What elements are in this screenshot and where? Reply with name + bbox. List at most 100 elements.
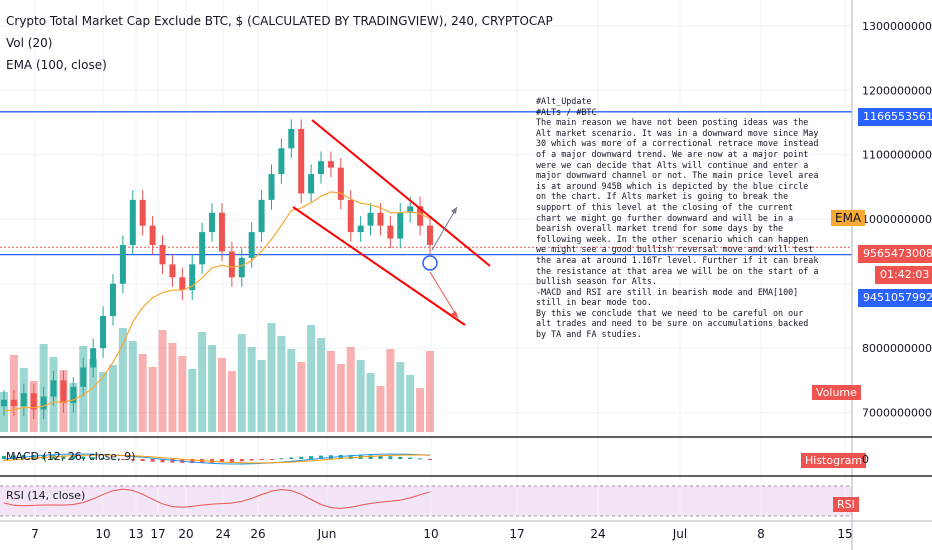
macd-hist-bar [120, 459, 125, 460]
candle-body [209, 212, 216, 233]
volume-bar [237, 334, 246, 432]
candle-body [427, 225, 433, 246]
ema-tag: EMA [831, 210, 866, 226]
candle-body [119, 245, 126, 284]
candle-body [80, 367, 87, 387]
histogram-tag: Histogram [801, 453, 867, 468]
candle-body [129, 199, 136, 246]
macd-legend[interactable]: MACD (12, 26, close, 9) [6, 450, 136, 463]
macd-hist-bar [289, 457, 294, 459]
macd-hist-bar [269, 459, 274, 460]
candle-body [268, 174, 275, 200]
bear-arrow [429, 271, 459, 319]
candle-body [397, 212, 404, 239]
volume-bar [118, 328, 127, 432]
x-tick-label: 24 [590, 527, 605, 541]
volume-bar [217, 358, 226, 432]
macd-bg [0, 443, 852, 473]
candle-body [218, 212, 225, 252]
macd-hist-bar [388, 456, 393, 459]
candle-body [318, 161, 325, 175]
candle-body [159, 245, 166, 265]
candle-body [90, 348, 97, 368]
volume-bar [297, 362, 306, 432]
candle-body [327, 161, 334, 168]
y-tick-label: 8000000000 [862, 342, 932, 355]
candle-body [149, 225, 156, 246]
macd-hist-bar [170, 459, 175, 463]
volume-bar [128, 341, 137, 432]
macd-hist-bar [418, 458, 423, 460]
rsi-legend[interactable]: RSI (14, close) [6, 489, 86, 502]
y-tick-label: 110000000000 [862, 149, 932, 162]
annotation-note[interactable]: #Alt_Update #ALTs / #BTC The main reason… [536, 96, 819, 340]
grid [0, 0, 852, 521]
macd-hist-bar [11, 455, 16, 459]
y-tick-label: 7000000000 [862, 407, 932, 420]
x-tick-label: 17 [150, 527, 165, 541]
y-ticks: 130000000000 120000000000 110000000000 1000… [862, 20, 932, 420]
macd-hist-bar [150, 459, 155, 462]
rsi-band [0, 486, 852, 516]
macd-zero-label: 0 [862, 453, 869, 466]
x-tick-label: 26 [250, 527, 265, 541]
volume-bar [208, 345, 217, 432]
x-tick-label: 8 [757, 527, 765, 541]
volume-bar [317, 338, 326, 432]
volume-bar [148, 367, 157, 432]
candle-body [387, 225, 394, 239]
volume-bar [366, 373, 375, 432]
candle-body [100, 315, 107, 349]
channel-lower [292, 206, 466, 326]
candle-body [10, 399, 17, 407]
macd-hist-bar [190, 459, 195, 464]
x-tick-label: 13 [128, 527, 143, 541]
volume-bar [99, 372, 108, 432]
macd-hist-bar [81, 456, 86, 459]
volume-bar [188, 369, 197, 432]
macd-pane [2, 453, 432, 465]
x-ticks: 7 10 13 17 20 24 26 Jun 10 17 24 Jul 8 15 [31, 527, 852, 541]
candle-body [417, 206, 424, 226]
candles [1, 119, 433, 420]
candle-body [258, 199, 265, 233]
volume-bar [287, 349, 296, 432]
support-circle [422, 255, 438, 271]
candle-body [337, 167, 344, 200]
x-tick-label: 24 [215, 527, 230, 541]
vol-legend[interactable]: Vol (20) [6, 36, 53, 50]
macd-hist-bar [110, 458, 115, 460]
x-tick-label: 7 [31, 527, 39, 541]
macd-hist-bar [130, 459, 135, 461]
candle-body [70, 386, 77, 403]
ema-legend[interactable]: EMA (100, close) [6, 58, 107, 72]
x-tick-label: 20 [178, 527, 193, 541]
macd-hist-bar [31, 454, 36, 459]
x-tick-label: 17 [509, 527, 524, 541]
candle-body [347, 199, 354, 233]
volume-bar [376, 386, 385, 432]
volume-bar [178, 356, 187, 432]
candle-body [189, 264, 196, 291]
candle-body [228, 251, 235, 278]
rsi-pane [0, 485, 852, 517]
volume-bar [426, 351, 434, 432]
candle-body [357, 225, 364, 233]
bull-arrow-head [451, 207, 457, 214]
candle-body [1, 399, 7, 407]
volume-bar [277, 336, 286, 432]
volume-bar [336, 364, 345, 432]
x-tick-label: 15 [837, 527, 852, 541]
macd-hist-bar [91, 457, 96, 459]
macd-hist-bar [140, 459, 145, 462]
volume-bar [247, 347, 256, 432]
candle-body [109, 283, 116, 316]
candle-body [50, 380, 57, 397]
timer-badge: 01:42:03 [875, 266, 932, 284]
x-tick-label: Jul [672, 527, 687, 541]
bull-arrow [431, 206, 458, 251]
macd-hist-bar [279, 458, 284, 460]
volume-bar [158, 330, 167, 432]
candle-body [139, 199, 146, 226]
